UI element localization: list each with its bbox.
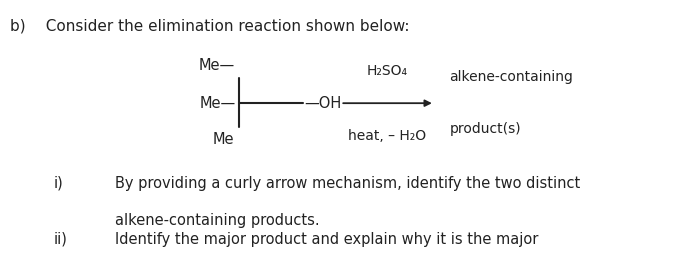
Text: Me—: Me—: [198, 58, 235, 73]
Text: product(s): product(s): [450, 122, 521, 136]
Text: alkene-containing: alkene-containing: [450, 70, 574, 84]
Text: b)  Consider the elimination reaction shown below:: b) Consider the elimination reaction sho…: [10, 19, 410, 34]
Text: By providing a curly arrow mechanism, identify the two distinct: By providing a curly arrow mechanism, id…: [115, 176, 580, 191]
Text: —OH: —OH: [305, 96, 342, 111]
Text: Me—: Me—: [200, 96, 236, 111]
Text: i): i): [54, 176, 63, 191]
Text: alkene-containing products.: alkene-containing products.: [115, 213, 319, 228]
Text: Identify the major product and explain why it is the major: Identify the major product and explain w…: [115, 232, 538, 247]
Text: heat, – H₂O: heat, – H₂O: [348, 129, 427, 143]
Text: ii): ii): [54, 232, 68, 247]
Text: H₂SO₄: H₂SO₄: [367, 64, 408, 78]
Text: Me: Me: [213, 132, 235, 147]
